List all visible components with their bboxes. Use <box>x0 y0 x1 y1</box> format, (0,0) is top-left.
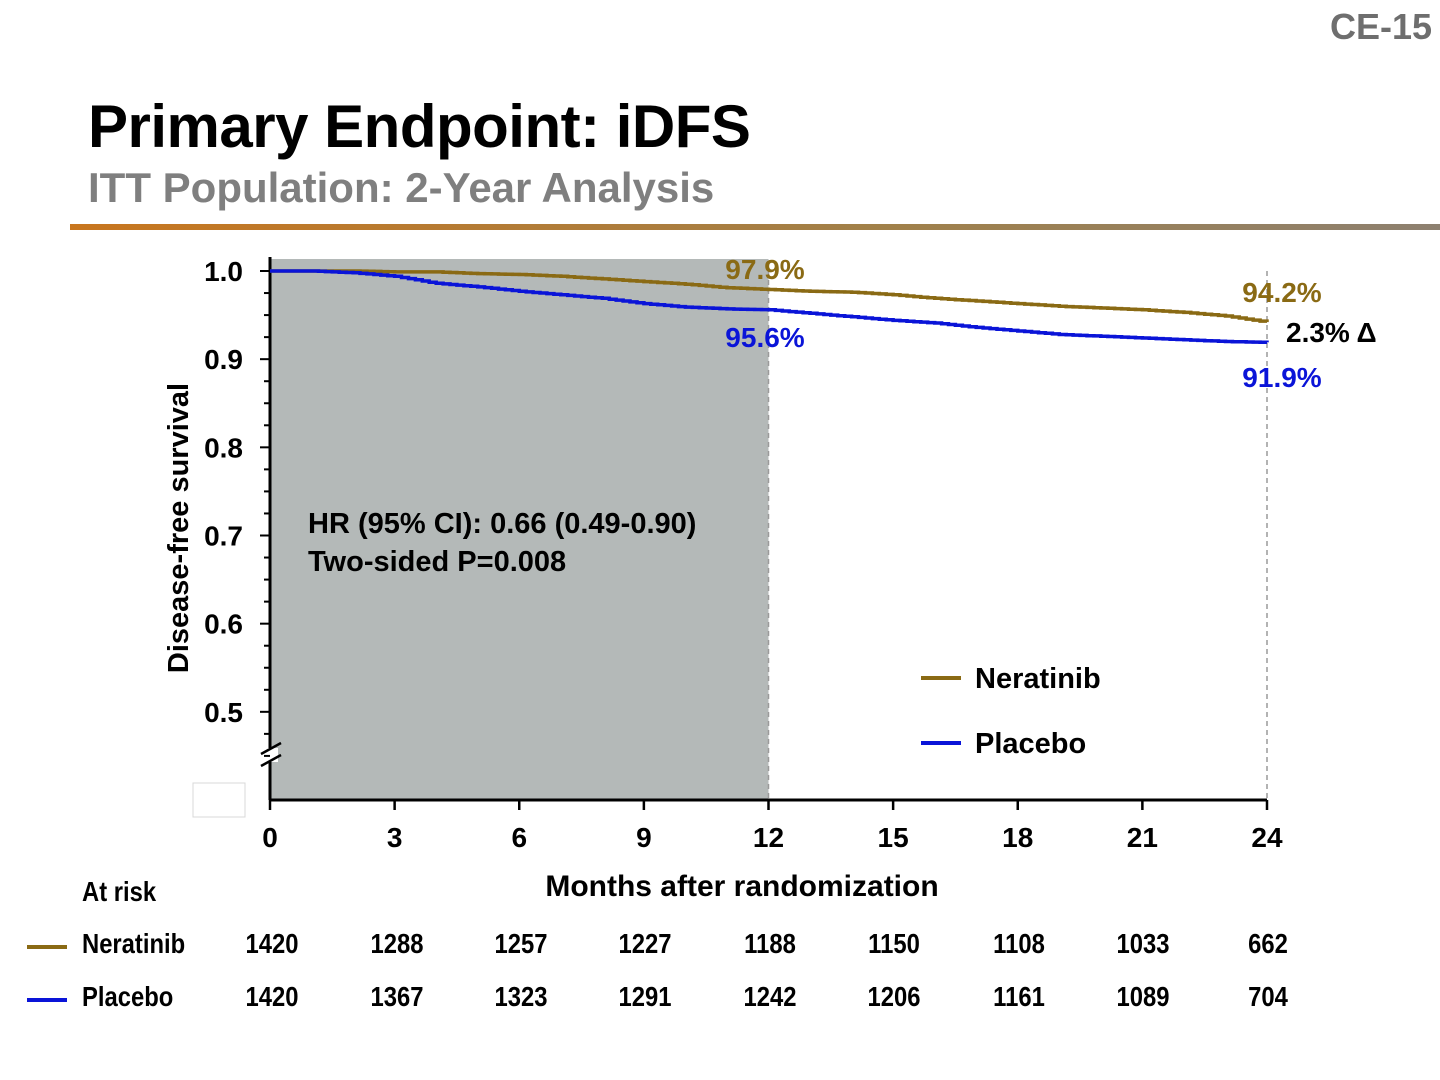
at-risk-cell: 1323 <box>494 981 548 1012</box>
shaded-region <box>270 259 769 800</box>
y-tick-label: 0.7 <box>204 521 243 552</box>
label-neratinib-12mo: 97.9% <box>725 254 804 285</box>
x-tick-label: 9 <box>636 822 652 853</box>
at-risk-title: At risk <box>82 876 157 907</box>
label-delta: 2.3% Δ <box>1286 317 1377 348</box>
hazard-ratio-text: HR (95% CI): 0.66 (0.49-0.90) <box>308 508 696 540</box>
label-neratinib-24mo: 94.2% <box>1242 277 1321 308</box>
at-risk-cell: 1420 <box>245 928 299 959</box>
at-risk-row-label: Placebo <box>82 981 174 1012</box>
x-tick-label: 0 <box>262 822 278 853</box>
at-risk-cell: 1227 <box>618 928 672 959</box>
at-risk-line-placebo <box>27 998 67 1002</box>
at-risk-line-neratinib <box>27 945 67 949</box>
at-risk-cell: 1033 <box>1116 928 1170 959</box>
label-placebo-24mo: 91.9% <box>1242 362 1321 393</box>
x-tick-label: 18 <box>1002 822 1033 853</box>
y-tick-label: 0.5 <box>204 697 243 728</box>
at-risk-cell: 1257 <box>494 928 548 959</box>
at-risk-cell: 1150 <box>868 928 920 959</box>
at-risk-cell: 1367 <box>370 981 424 1012</box>
x-tick-label: 3 <box>387 822 403 853</box>
y-axis-title: Disease-free survival <box>163 383 195 673</box>
y-tick-label: 0.6 <box>204 609 243 640</box>
at-risk-cell: 1161 <box>993 981 1045 1012</box>
label-placebo-12mo: 95.6% <box>725 322 804 353</box>
at-risk-cell: 1288 <box>370 928 424 959</box>
page-title: Primary Endpoint: iDFS <box>88 93 751 160</box>
series-line-placebo <box>270 269 1269 345</box>
slide-number: CE-15 <box>1329 6 1432 47</box>
at-risk-cell: 1108 <box>993 928 1045 959</box>
km-chart: 0.5 0.6 0.7 0.8 0.9 1.0 0 3 6 9 12 15 18 21 24 Months a… <box>163 254 1377 903</box>
at-risk-cell: 704 <box>1248 981 1288 1012</box>
x-axis-title: Months after randomization <box>545 870 938 903</box>
x-tick-label: 21 <box>1127 822 1158 853</box>
y-tick-label: 1.0 <box>204 256 243 287</box>
y-tick-label: 0.8 <box>204 432 243 463</box>
at-risk-cell: 1206 <box>867 981 921 1012</box>
at-risk-cell: 1188 <box>744 928 796 959</box>
axis-break-mark <box>260 741 282 756</box>
at-risk-cell: 1242 <box>743 981 797 1012</box>
legend-label-neratinib: Neratinib <box>975 663 1101 695</box>
x-tick-label: 15 <box>878 822 909 853</box>
x-tick-label: 6 <box>511 822 527 853</box>
y-tick-label: 0.9 <box>204 344 243 375</box>
at-risk-cell: 1420 <box>245 981 299 1012</box>
axis-break-mark <box>260 753 282 768</box>
p-value-text: Two-sided P=0.008 <box>308 546 566 578</box>
page-subtitle: ITT Population: 2-Year Analysis <box>88 164 715 211</box>
at-risk-cell: 1291 <box>618 981 672 1012</box>
empty-box <box>192 782 246 818</box>
legend-label-placebo: Placebo <box>975 728 1086 760</box>
x-tick-label: 12 <box>753 822 784 853</box>
at-risk-cell: 1089 <box>1116 981 1170 1012</box>
series-line-neratinib <box>270 269 1269 323</box>
at-risk-row-label: Neratinib <box>82 928 186 959</box>
x-tick-label: 24 <box>1251 822 1283 853</box>
title-divider <box>70 224 1440 230</box>
at-risk-cell: 662 <box>1248 928 1288 959</box>
